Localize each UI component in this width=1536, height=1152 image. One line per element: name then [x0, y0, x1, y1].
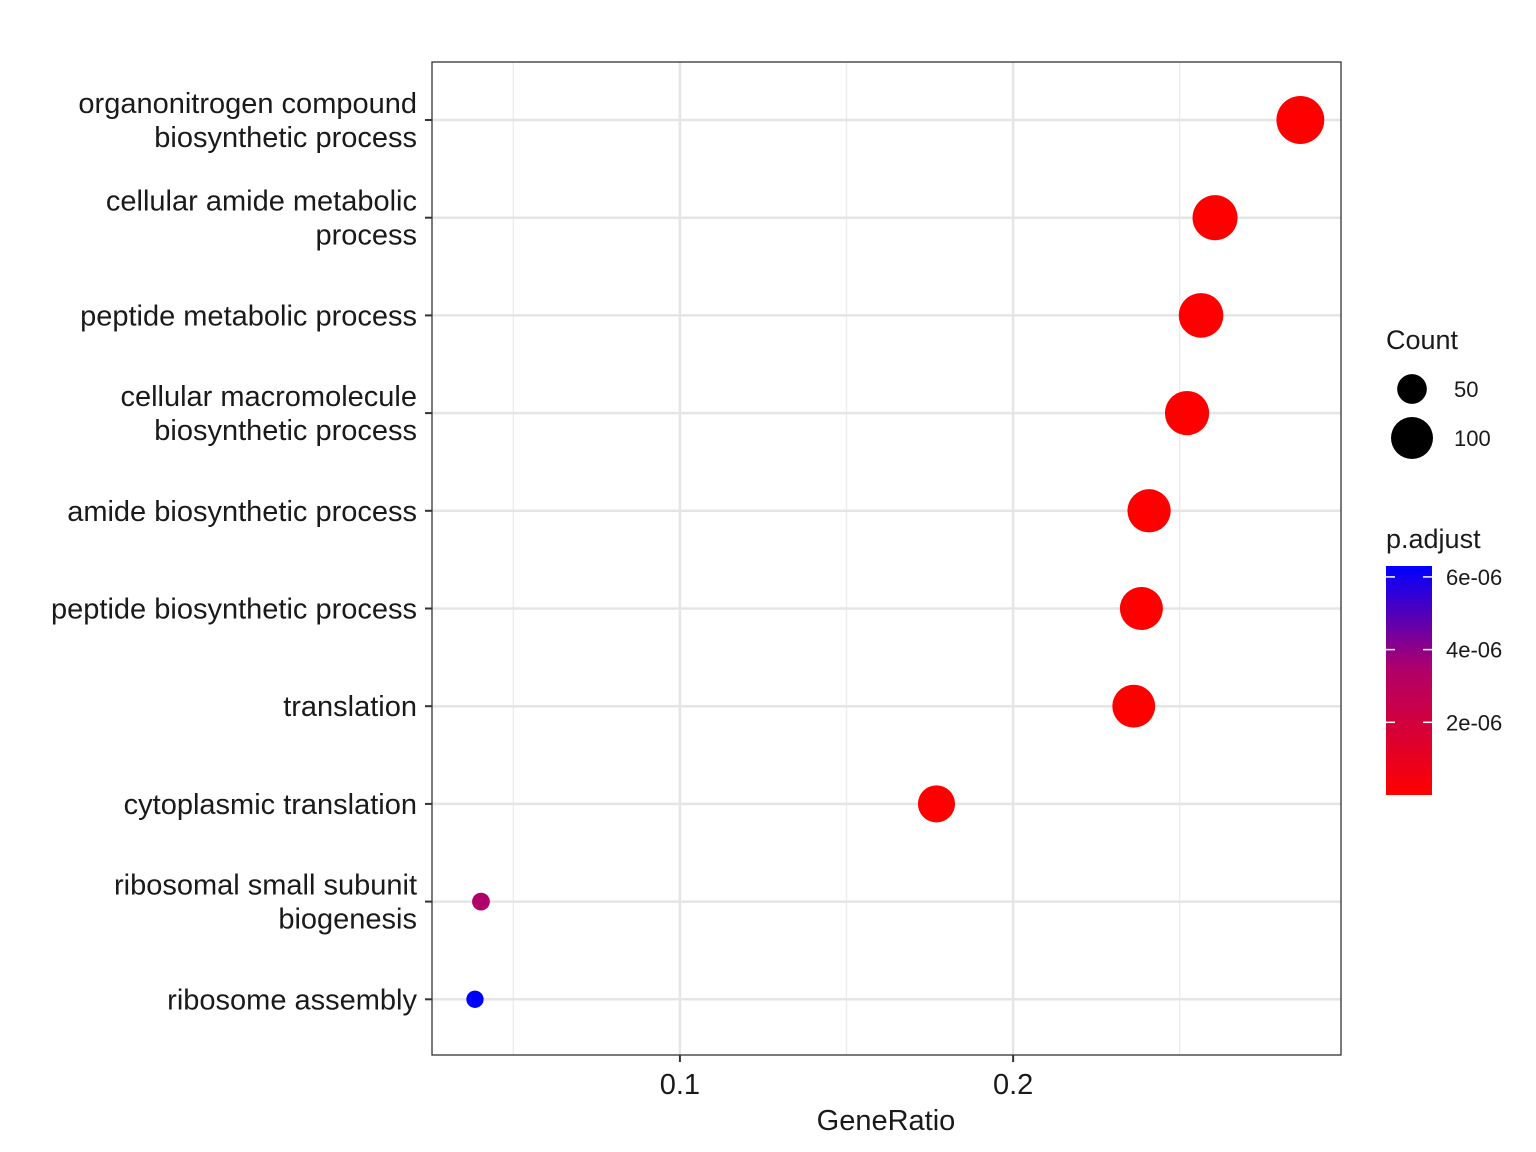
x-axis: 0.1 0.2 [660, 1055, 1033, 1101]
x-axis-title: GeneRatio [817, 1105, 956, 1137]
y-tick-label: ribosomal small subunit biogenesis [114, 870, 417, 936]
colorbar-tick-label: 4e-06 [1446, 638, 1502, 663]
y-tick-label-line: ribosomal small subunit [114, 870, 417, 902]
data-point [1112, 684, 1156, 728]
colorbar-tick-label: 2e-06 [1446, 710, 1502, 735]
p-adjust-legend: p.adjust 6e-06 4e-06 2e-06 [1386, 524, 1502, 795]
data-point [466, 990, 484, 1008]
count-legend-label: 100 [1454, 426, 1491, 451]
count-legend: Count 50 100 [1386, 325, 1491, 459]
y-tick-label-line: biogenesis [278, 904, 417, 936]
plot-panel [431, 61, 1342, 1056]
panel-border [431, 61, 1342, 1056]
y-tick-label-line: peptide biosynthetic process [51, 594, 417, 626]
count-legend-key [1397, 374, 1427, 404]
y-tick-label: cellular amide metabolic process [106, 186, 417, 252]
y-tick-label-line: organonitrogen compound [78, 88, 417, 120]
y-tick-label: peptide biosynthetic process [51, 594, 417, 626]
y-tick-label: peptide metabolic process [80, 300, 417, 332]
y-tick-label-line: cellular amide metabolic [106, 186, 417, 218]
y-tick-label: amide biosynthetic process [67, 496, 417, 528]
data-point [1276, 96, 1325, 144]
data-point [917, 785, 956, 823]
p-adjust-colorbar [1386, 566, 1432, 795]
y-tick-label-line: cytoplasmic translation [124, 789, 417, 821]
y-tick-label: translation [283, 691, 417, 723]
y-tick-label-line: biosynthetic process [154, 415, 417, 447]
x-tick-label: 0.2 [993, 1069, 1033, 1101]
x-tick-label: 0.1 [660, 1069, 700, 1101]
count-legend-title: Count [1386, 325, 1459, 355]
y-tick-label: cellular macromolecule biosynthetic proce… [120, 381, 417, 447]
y-tick-label-line: biosynthetic process [154, 122, 417, 154]
data-point [1178, 293, 1224, 338]
y-tick-label: cytoplasmic translation [124, 789, 417, 821]
y-tick-label-line: cellular macromolecule [120, 381, 417, 413]
data-point [1164, 390, 1210, 436]
y-tick-label-line: translation [283, 691, 417, 723]
data-point [472, 892, 490, 911]
y-tick-label-line: amide biosynthetic process [67, 496, 417, 528]
data-point [1192, 195, 1238, 241]
colorbar-tick-label: 6e-06 [1446, 565, 1502, 590]
count-legend-label: 50 [1454, 377, 1478, 402]
p-adjust-legend-title: p.adjust [1386, 524, 1481, 554]
y-tick-label-line: ribosome assembly [167, 984, 417, 1016]
count-legend-key [1391, 417, 1433, 459]
data-point [1127, 489, 1171, 533]
y-tick-label: ribosome assembly [167, 984, 417, 1016]
y-tick-label: organonitrogen compound biosynthetic proc… [78, 88, 417, 154]
y-axis: organonitrogen compound biosynthetic proc… [51, 88, 432, 1016]
y-tick-label-line: peptide metabolic process [80, 300, 417, 332]
y-tick-label-line: process [315, 220, 417, 252]
data-point [1119, 586, 1163, 631]
